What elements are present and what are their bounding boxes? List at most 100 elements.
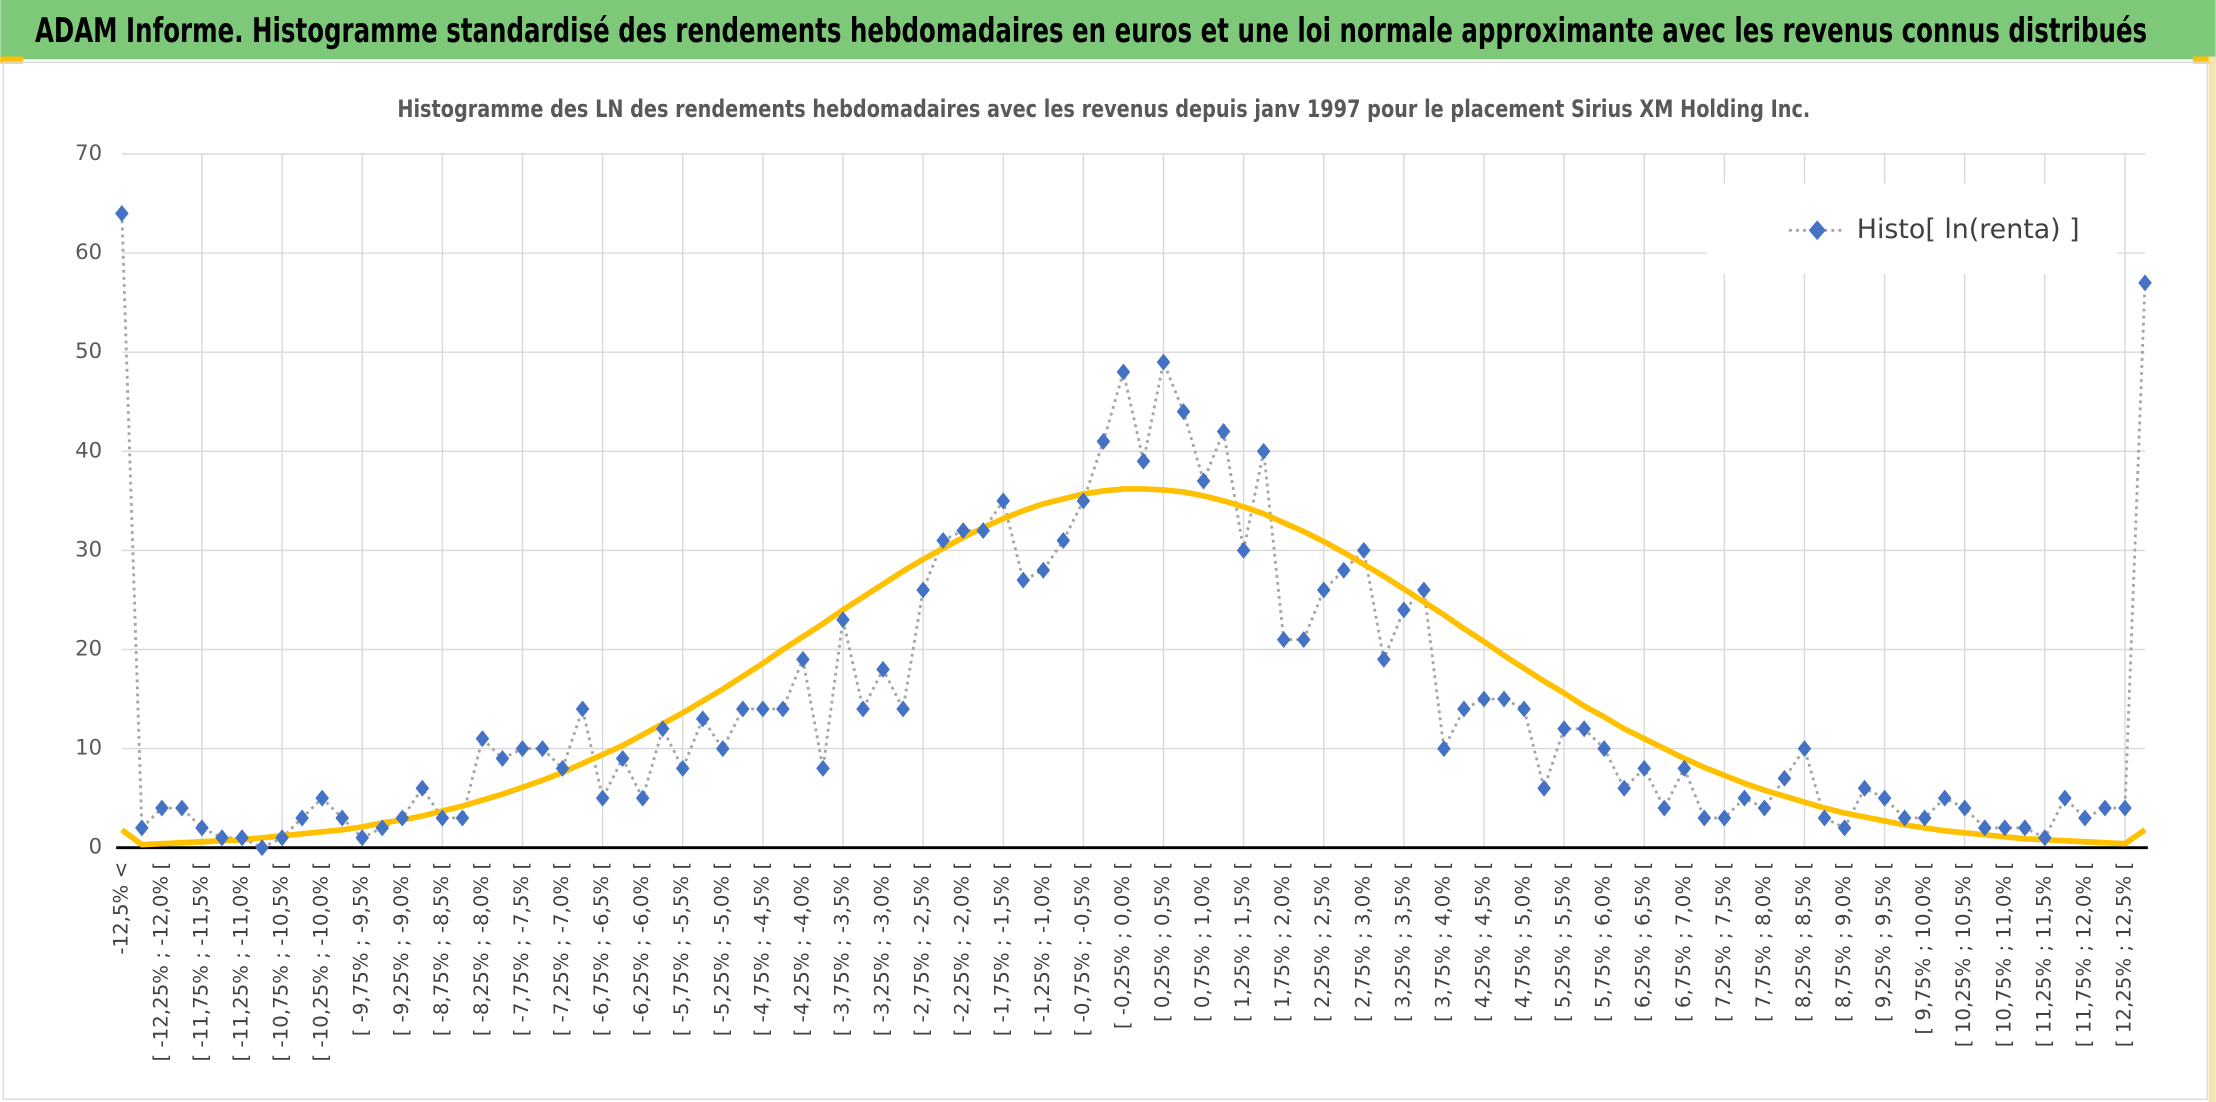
x-tick-label: [ 3,25% ; 3,5% [ <box>1391 862 1414 1022</box>
marker <box>275 829 289 847</box>
x-tick-label: [ -10,25% ; -10,0% [ <box>310 862 333 1062</box>
marker <box>2098 799 2112 817</box>
x-tick-label: [ 2,75% ; 3,0% [ <box>1351 862 1374 1022</box>
marker <box>2038 829 2052 847</box>
x-tick-label: [ -11,75% ; -11,5% [ <box>189 862 212 1062</box>
marker <box>415 779 430 797</box>
x-tick-label: [ 10,25% ; 10,5% [ <box>1952 862 1975 1047</box>
marker <box>776 700 790 718</box>
x-tick-label: [ -7,75% ; -7,5% [ <box>510 862 533 1036</box>
x-tick-label: [ 5,25% ; 5,5% [ <box>1552 862 1575 1022</box>
x-tick-label: [ -8,75% ; -8,5% [ <box>430 862 453 1036</box>
marker <box>836 611 850 629</box>
accent <box>0 56 23 64</box>
marker <box>1957 799 1972 817</box>
x-tick-label: [ 11,75% ; 12,0% [ <box>2072 862 2095 1047</box>
marker <box>876 660 890 678</box>
marker <box>756 700 770 718</box>
marker <box>335 809 349 827</box>
accent <box>2193 56 2216 64</box>
x-tick-label: [ 12,25% ; 12,5% [ <box>2112 862 2135 1047</box>
marker <box>1677 759 1692 777</box>
marker <box>555 759 570 777</box>
x-tick-label: [ 6,75% ; 7,0% [ <box>1672 862 1695 1022</box>
marker <box>475 730 490 748</box>
marker <box>1877 789 1892 807</box>
marker <box>1657 799 1672 817</box>
x-tick-label: [ -7,25% ; -7,0% [ <box>550 862 573 1036</box>
accent <box>2208 56 2216 1102</box>
marker <box>1477 690 1491 708</box>
marker <box>595 789 610 807</box>
marker <box>195 819 209 837</box>
legend-marker <box>1808 220 1826 241</box>
marker <box>1998 819 2012 837</box>
x-tick-label: [ -5,25% ; -5,0% [ <box>710 862 733 1036</box>
y-tick-label: 10 <box>75 735 102 760</box>
x-tick-label: [ 7,25% ; 7,5% [ <box>1712 862 1735 1022</box>
x-tick-label: [ -3,25% ; -3,0% [ <box>871 862 894 1036</box>
y-tick-label: 60 <box>75 239 102 264</box>
marker <box>1036 561 1051 579</box>
x-tick-label: [ -11,25% ; -11,0% [ <box>230 862 253 1062</box>
marker <box>1397 601 1411 619</box>
marker <box>1457 700 1471 718</box>
x-tick-label: [ -1,25% ; -1,0% [ <box>1031 862 1054 1036</box>
marker <box>2018 819 2032 837</box>
x-tick-label: [ 7,75% ; 8,0% [ <box>1752 862 1775 1022</box>
marker <box>675 759 690 777</box>
marker <box>1497 690 1511 708</box>
x-tick-label: [ 8,75% ; 9,0% [ <box>1832 862 1855 1022</box>
marker <box>455 809 470 827</box>
marker <box>615 750 630 767</box>
marker <box>1236 541 1251 559</box>
x-tick-label: [ -5,75% ; -5,5% [ <box>670 862 693 1036</box>
marker <box>1336 561 1351 579</box>
marker <box>1557 720 1571 738</box>
marker <box>1737 789 1752 807</box>
x-tick-label: [ 8,25% ; 8,5% [ <box>1792 862 1815 1022</box>
x-tick-label: [ 11,25% ; 11,5% [ <box>2032 862 2055 1047</box>
curve <box>120 486 2147 848</box>
marker <box>1116 363 1131 381</box>
marker <box>1797 740 1812 758</box>
x-tick-label: [ -10,75% ; -10,5% [ <box>270 862 293 1062</box>
marker <box>976 522 990 540</box>
marker <box>1717 809 1732 827</box>
header-title: ADAM Informe. Histogramme standardisé de… <box>35 11 2147 50</box>
marker <box>655 720 670 738</box>
marker <box>1597 740 1611 758</box>
marker <box>1296 631 1311 649</box>
marker <box>495 750 510 767</box>
y-tick-label: 0 <box>89 834 102 859</box>
marker <box>135 819 149 837</box>
x-tick-label: [ -6,25% ; -6,0% [ <box>630 862 653 1036</box>
marker <box>215 829 229 847</box>
chart-title: Histogramme des LN des rendements hebdom… <box>397 95 1810 123</box>
x-tick-label: [ 4,75% ; 5,0% [ <box>1512 862 1535 1022</box>
x-tick-label: [ 1,75% ; 2,0% [ <box>1271 862 1294 1022</box>
y-tick-label: 40 <box>75 437 102 462</box>
marker <box>315 789 329 807</box>
marker <box>936 532 950 549</box>
marker <box>2058 789 2072 807</box>
marker <box>695 710 710 728</box>
x-tick-label: [ -9,25% ; -9,0% [ <box>390 862 413 1036</box>
marker <box>155 799 169 817</box>
x-tick-label: [ 0,75% ; 1,0% [ <box>1191 862 1214 1022</box>
marker <box>2118 799 2132 817</box>
marker <box>1777 769 1792 787</box>
header-bar <box>0 0 2216 60</box>
marker <box>1857 779 1872 797</box>
marker <box>295 809 309 827</box>
marker <box>115 204 129 222</box>
x-tick-label: [ -12,25% ; -12,0% [ <box>149 862 172 1062</box>
marker <box>716 740 730 758</box>
y-tick-label: 50 <box>75 338 102 363</box>
marker <box>175 799 189 817</box>
x-tick-label: -12,5% < <box>109 862 132 955</box>
chart-border <box>2 61 2208 1100</box>
x-tick-label: [ 1,25% ; 1,5% [ <box>1231 862 1254 1022</box>
